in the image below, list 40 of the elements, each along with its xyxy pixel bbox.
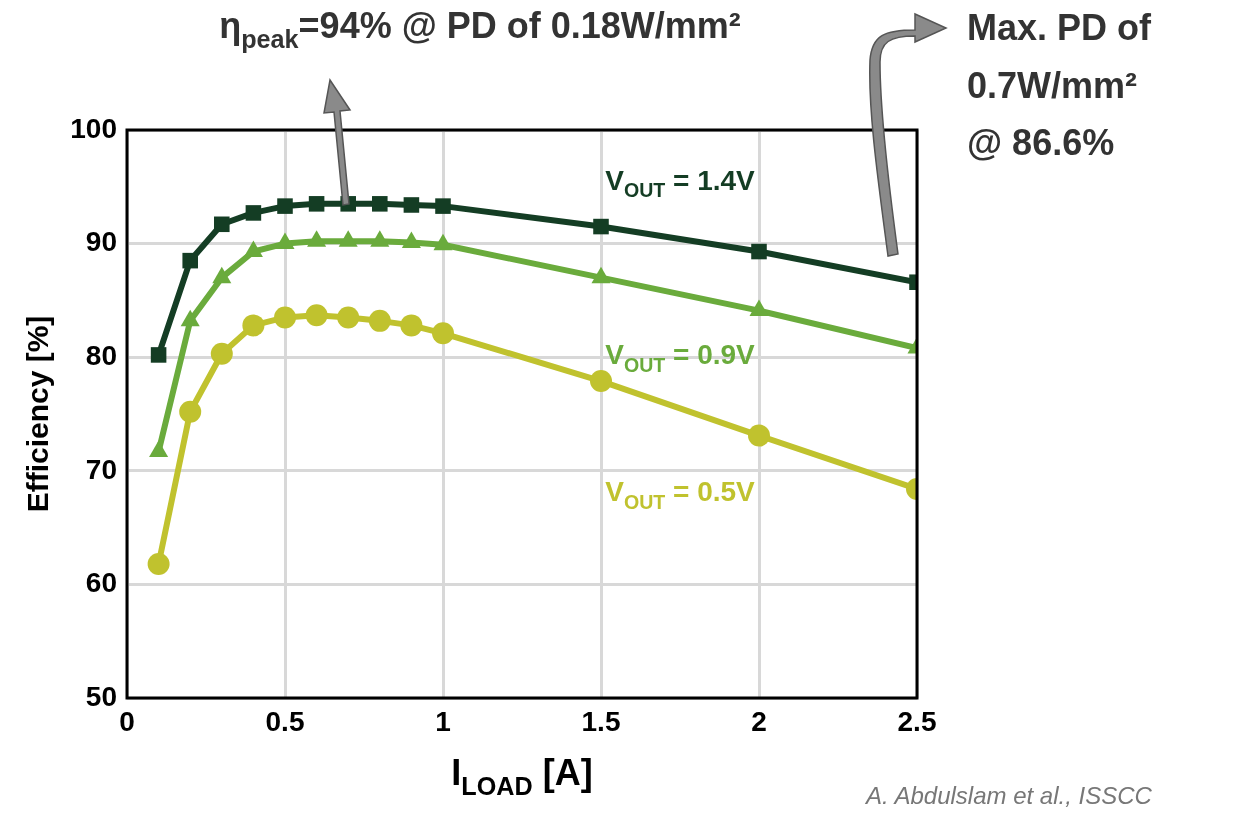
point <box>179 400 202 423</box>
point <box>305 304 328 327</box>
point <box>147 552 170 575</box>
point <box>274 306 296 329</box>
point <box>242 314 265 337</box>
point <box>748 424 770 447</box>
point <box>372 196 388 212</box>
point <box>435 198 451 214</box>
point <box>593 218 609 235</box>
point <box>245 205 262 221</box>
y-tick-label: 50 <box>85 680 117 712</box>
text: A. Abdulslam et al., ISSCC <box>864 781 1153 809</box>
point <box>182 252 198 269</box>
y-tick-label: 90 <box>85 226 117 258</box>
point <box>214 216 230 233</box>
x-tick-label: 2.5 <box>897 705 937 737</box>
x-tick-label: 0 <box>119 705 135 737</box>
text: Max. PD of <box>967 6 1153 48</box>
y-tick-label: 80 <box>85 339 117 371</box>
point <box>432 322 454 345</box>
x-tick-label: 0.5 <box>265 705 305 737</box>
y-tick-label: 60 <box>85 567 117 599</box>
point <box>210 342 233 365</box>
x-tick-label: 2 <box>751 705 767 737</box>
point <box>337 306 360 329</box>
point <box>277 198 293 214</box>
point <box>400 314 423 337</box>
point <box>403 197 420 213</box>
y-tick-label: 70 <box>85 453 117 485</box>
point <box>751 243 767 260</box>
point <box>308 196 325 212</box>
point <box>368 309 391 332</box>
x-tick-label: 1 <box>435 705 451 737</box>
text: @ 86.6% <box>967 121 1115 163</box>
y-tick-label: 100 <box>70 112 117 144</box>
point <box>150 347 167 363</box>
x-tick-label: 1.5 <box>581 705 621 737</box>
text: 0.7W/mm² <box>967 64 1138 106</box>
point <box>590 370 612 393</box>
y-axis-title: Efficiency [%] <box>21 315 55 513</box>
